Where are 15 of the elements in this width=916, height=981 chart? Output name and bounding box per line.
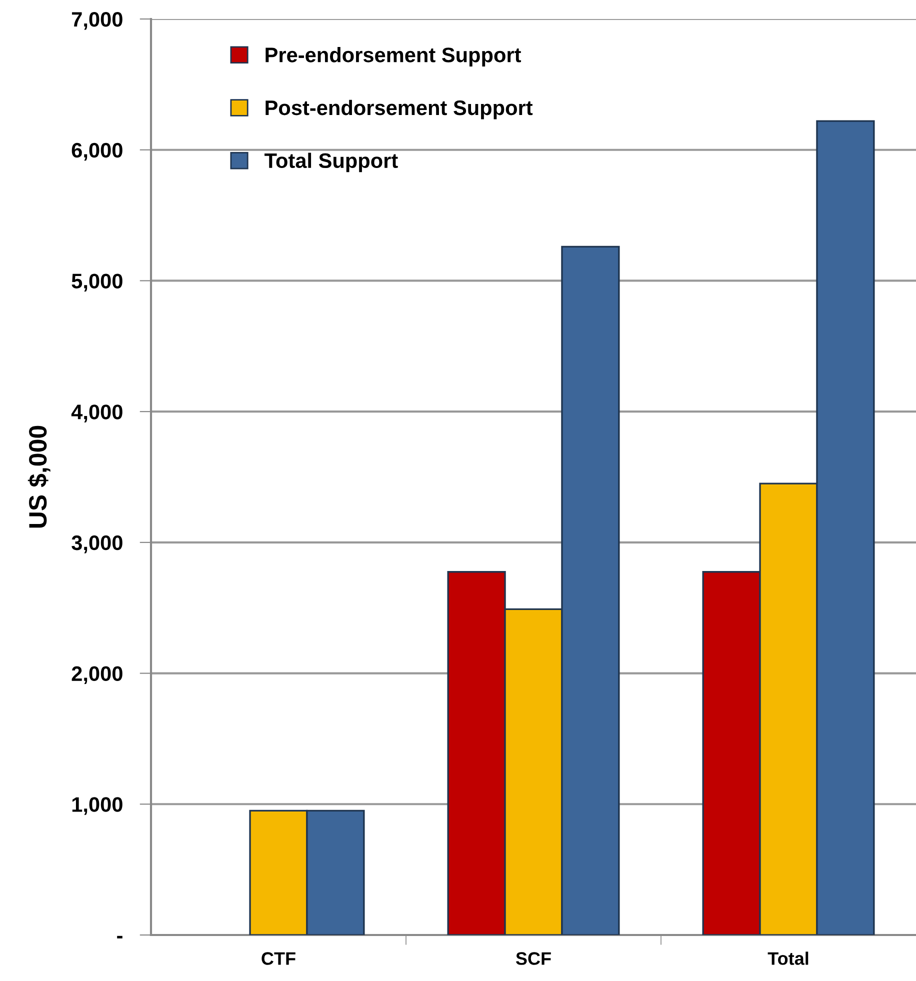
legend-label: Pre-endorsement Support [266, 47, 522, 66]
x-tick-label: SCF [516, 952, 551, 965]
y-axis-title: US $,000 [28, 426, 50, 528]
y-tick-label: 2,000 [72, 666, 122, 684]
y-tick-label: 7,000 [72, 12, 122, 30]
x-tick-label: Total [768, 952, 808, 965]
legend-label: Post-endorsement Support [266, 100, 533, 120]
y-tick-label: 4,000 [71, 404, 122, 422]
y-tick-label: 5,000 [72, 274, 122, 292]
y-tick-label: 3,000 [72, 535, 122, 554]
y-tick-label: - [117, 936, 122, 938]
x-tick-label: CTF [262, 952, 296, 965]
legend-label: Total Support [264, 152, 398, 172]
y-tick-label: 1,000 [72, 797, 122, 815]
y-tick-label: 6,000 [72, 142, 122, 161]
